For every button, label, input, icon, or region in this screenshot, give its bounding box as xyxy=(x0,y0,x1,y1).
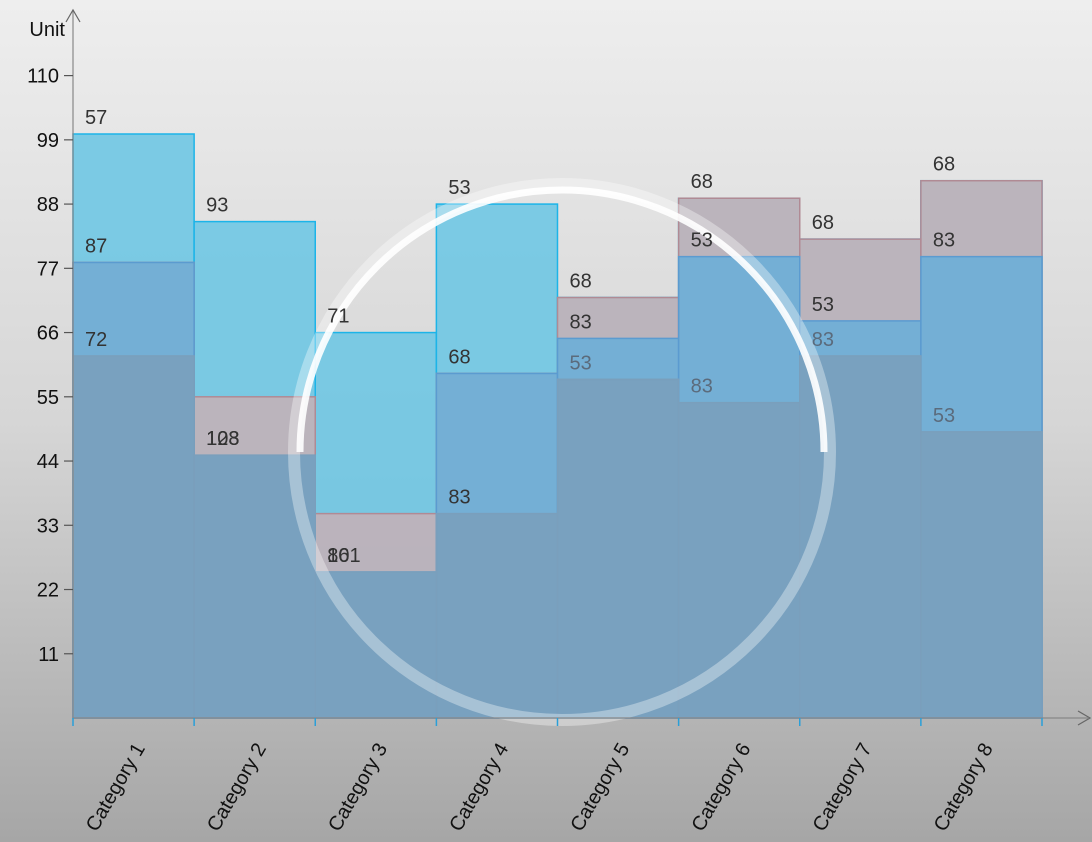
area-step-s1-c2 xyxy=(193,454,316,719)
y-tick-label-66: 66 xyxy=(37,323,59,345)
data-label-s2-c5: 83 xyxy=(570,311,592,333)
data-label-s2-c2: 108 xyxy=(206,428,239,450)
data-label-s2-c8: 83 xyxy=(933,230,955,252)
x-category-label-3: Category 3 xyxy=(324,740,392,836)
data-label-s1-c3: 101 xyxy=(327,545,360,567)
y-tick-label-44: 44 xyxy=(37,451,59,473)
area-step-s1-c4 xyxy=(435,512,559,719)
x-category-label-6: Category 6 xyxy=(688,740,756,836)
y-tick-label-55: 55 xyxy=(37,387,59,409)
y-axis-label: Unit xyxy=(29,19,65,41)
data-label-s2-c3: 86 xyxy=(327,545,349,567)
y-tick-label-99: 99 xyxy=(37,130,59,152)
x-category-label-2: Category 2 xyxy=(203,740,271,836)
data-label-s4-c4: 53 xyxy=(448,177,470,199)
data-label-s3-c5: 68 xyxy=(570,271,592,293)
data-label-s3-c7: 68 xyxy=(812,212,834,234)
y-tick-label-22: 22 xyxy=(37,580,59,602)
data-label-s4-c2: 93 xyxy=(206,195,228,217)
y-tick-label-11: 11 xyxy=(38,644,59,666)
y-axis-arrow xyxy=(65,8,81,23)
decorative-ring-outer xyxy=(288,178,836,726)
data-label-s1-c1: 72 xyxy=(85,329,107,351)
data-label-s3-c6: 68 xyxy=(691,171,713,193)
x-category-label-5: Category 5 xyxy=(566,740,634,836)
data-label-s2-c1: 87 xyxy=(85,235,107,257)
data-label-s4-c1: 57 xyxy=(85,107,107,129)
area-step-s1-c5 xyxy=(556,378,680,719)
data-label-s1-c8: 53 xyxy=(933,405,955,427)
y-tick-label-110: 110 xyxy=(27,66,59,88)
x-category-label-1: Category 1 xyxy=(82,740,150,836)
y-tick-label-33: 33 xyxy=(37,515,59,537)
area-step-s1-c6 xyxy=(677,401,801,719)
x-category-label-8: Category 8 xyxy=(930,740,998,836)
y-tick-label-88: 88 xyxy=(37,194,59,216)
data-label-s1-c7: 83 xyxy=(812,329,834,351)
decorative-ring-arc xyxy=(296,186,828,453)
data-label-s2-c6: 53 xyxy=(691,230,713,252)
data-label-s1-c5: 53 xyxy=(570,352,592,374)
data-label-s1-c4: 83 xyxy=(448,487,470,509)
data-label-s2-c7: 53 xyxy=(812,294,834,316)
area-step-s1-c8 xyxy=(920,431,1043,719)
x-category-label-4: Category 4 xyxy=(445,740,513,836)
data-label-s3-c8: 68 xyxy=(933,154,955,176)
data-label-s4-c3: 71 xyxy=(327,306,349,328)
y-tick-label-77: 77 xyxy=(37,258,59,280)
x-axis-arrow xyxy=(1077,710,1092,726)
data-label-s1-c6: 83 xyxy=(691,376,713,398)
area-step-s1-c1 xyxy=(72,355,195,719)
data-label-s2-c4: 68 xyxy=(448,346,470,368)
data-label-s1-c2: 123 xyxy=(206,428,239,450)
x-category-label-7: Category 7 xyxy=(809,740,877,836)
